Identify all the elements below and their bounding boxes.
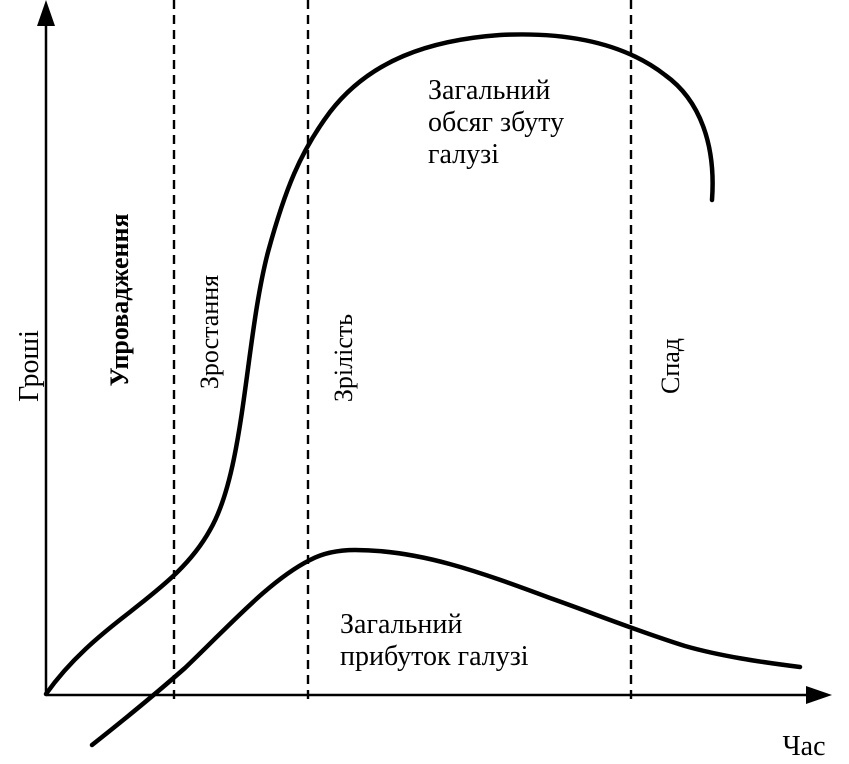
sales-curve (43, 32, 715, 697)
sales-curve-label-line-1: Загальний (428, 75, 550, 106)
profit-curve (89, 547, 803, 748)
y-axis-label: Гроші (14, 330, 45, 402)
x-axis-arrow (806, 686, 832, 704)
y-axis-arrow (37, 0, 55, 26)
sales-curve-label-line-3: галузі (428, 139, 499, 170)
stage-label-growth: Зростання (195, 275, 224, 389)
stage-label-maturity: Зрілість (329, 314, 358, 402)
profit-curve-label-line-2: прибуток галузі (340, 641, 529, 672)
stage-label-introduction: Упровадження (105, 213, 134, 386)
stage-dividers (172, 0, 633, 700)
profit-curve-label-line-1: Загальний (340, 609, 462, 640)
x-axis-label: Час (782, 731, 825, 762)
stage-label-decline: Спад (656, 338, 685, 394)
sales-curve-label-line-2: обсяг збуту (428, 107, 564, 138)
